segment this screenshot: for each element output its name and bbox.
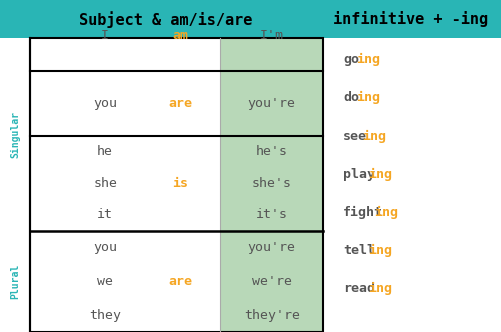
Text: play: play xyxy=(343,168,375,181)
Text: infinitive + -ing: infinitive + -ing xyxy=(333,11,488,27)
Text: Plural: Plural xyxy=(10,264,20,299)
Text: do: do xyxy=(343,91,359,105)
Text: ing: ing xyxy=(356,91,380,105)
Text: you: you xyxy=(93,241,117,254)
Text: I'm: I'm xyxy=(260,29,284,42)
Text: you're: you're xyxy=(248,97,296,110)
Text: she: she xyxy=(93,177,117,190)
Text: they: they xyxy=(89,309,121,322)
Text: am: am xyxy=(172,29,188,42)
Bar xyxy=(0,0,501,38)
Text: ing: ing xyxy=(362,129,386,143)
Text: Subject & am/is/are: Subject & am/is/are xyxy=(79,11,252,28)
Text: ing: ing xyxy=(356,53,380,66)
Text: you: you xyxy=(93,97,117,110)
Text: is: is xyxy=(172,177,188,190)
Bar xyxy=(220,38,323,332)
Text: he's: he's xyxy=(256,145,288,158)
Text: you're: you're xyxy=(248,241,296,254)
Text: she's: she's xyxy=(252,177,292,190)
Text: they're: they're xyxy=(244,309,300,322)
Text: go: go xyxy=(343,53,359,66)
Text: ing: ing xyxy=(374,206,398,219)
Text: ing: ing xyxy=(368,168,392,181)
Text: are: are xyxy=(168,97,192,110)
Text: Singular: Singular xyxy=(10,111,20,158)
Text: fight: fight xyxy=(343,206,383,219)
Text: it's: it's xyxy=(256,208,288,221)
Text: I: I xyxy=(101,29,109,42)
Text: it: it xyxy=(97,208,113,221)
Text: he: he xyxy=(97,145,113,158)
Text: we're: we're xyxy=(252,275,292,288)
Text: we: we xyxy=(97,275,113,288)
Text: ing: ing xyxy=(368,282,392,295)
Bar xyxy=(30,38,323,332)
Text: tell: tell xyxy=(343,244,375,257)
Text: are: are xyxy=(168,275,192,288)
Text: see: see xyxy=(343,129,367,143)
Text: ing: ing xyxy=(368,244,392,257)
Text: read: read xyxy=(343,282,375,295)
